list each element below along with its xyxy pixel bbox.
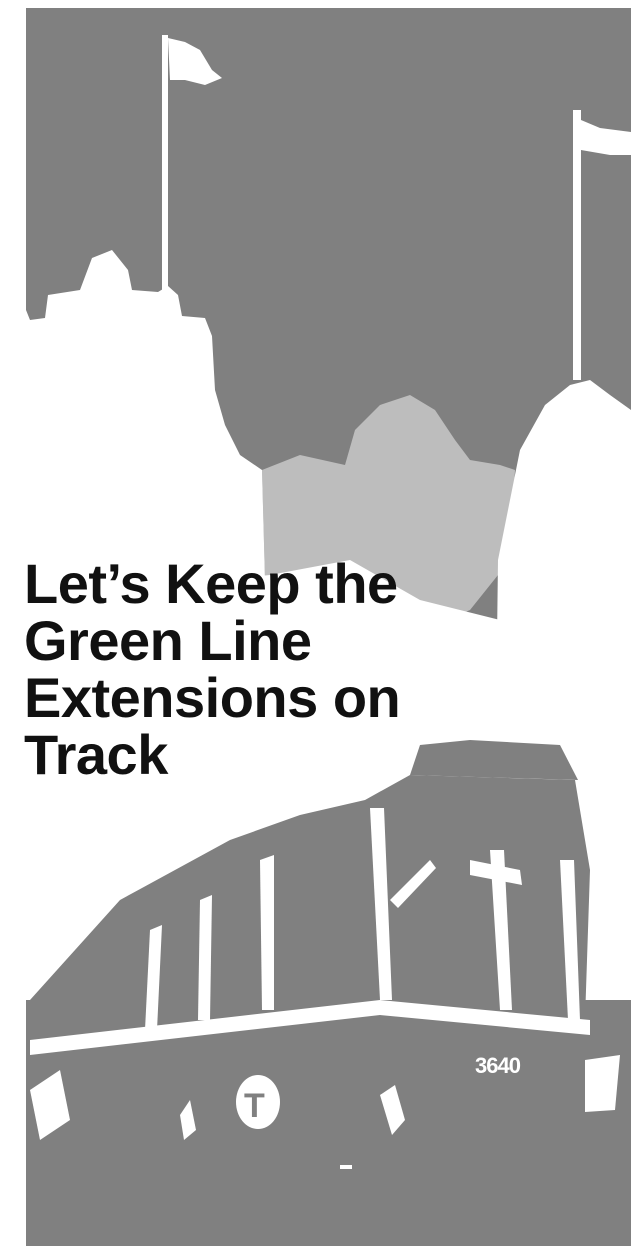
headline: Let’s Keep the Green Line Extensions on … — [24, 552, 401, 786]
trolley-illustration — [30, 740, 620, 1169]
trolley-fleet-number: 3640 — [475, 1053, 521, 1078]
t-logo-letter: T — [244, 1087, 265, 1125]
headline-line-3: Extensions on — [24, 666, 401, 729]
castle-left — [0, 35, 265, 620]
headline-line-1: Let’s Keep the — [24, 552, 398, 615]
headline-line-2: Green Line — [24, 609, 312, 672]
headline-line-4: Track — [24, 723, 168, 786]
t-logo — [236, 1075, 280, 1129]
